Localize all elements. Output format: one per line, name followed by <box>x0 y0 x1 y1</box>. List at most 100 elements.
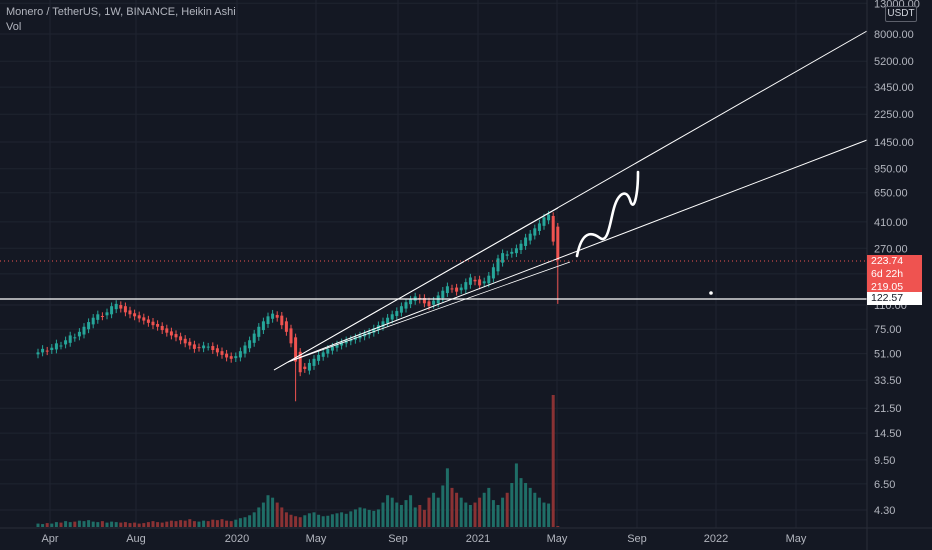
volume-bar <box>68 522 72 527</box>
volume-bar <box>160 522 164 527</box>
inner-channel-upper <box>273 207 559 371</box>
volume-bar <box>211 519 215 527</box>
candle-body <box>335 344 339 348</box>
volume-bar <box>519 478 523 527</box>
candle-body <box>491 267 495 279</box>
candle-body <box>395 311 399 316</box>
volume-bar <box>335 513 339 527</box>
volume-bar <box>128 523 132 527</box>
candle-body <box>427 301 431 307</box>
volume-bar <box>307 513 311 527</box>
x-tick-label: Sep <box>388 533 408 545</box>
candle-body <box>501 253 505 263</box>
candle-body <box>234 356 238 359</box>
candle-body <box>450 288 454 290</box>
candle-body <box>372 328 376 333</box>
volume-bar <box>413 507 417 527</box>
y-tick-label: 950.00 <box>874 164 908 176</box>
x-tick-label: Aug <box>126 533 146 545</box>
candle-body <box>528 233 532 241</box>
candle-body <box>409 299 413 305</box>
volume-bar <box>436 497 440 527</box>
volume-bar <box>487 487 491 527</box>
x-tick-label: May <box>306 533 327 545</box>
candle-body <box>82 326 86 335</box>
candle-body <box>41 348 45 353</box>
candle-body <box>464 282 468 290</box>
x-tick-label: 2020 <box>225 533 249 545</box>
volume-bar <box>87 520 91 527</box>
candle-body <box>220 351 224 355</box>
candle-body <box>248 340 252 349</box>
volume-bar <box>340 512 344 527</box>
volume-bar <box>482 492 486 527</box>
candle-body <box>50 347 54 351</box>
currency-badge[interactable]: USDT <box>885 6 917 22</box>
candle-body <box>100 315 104 317</box>
candle-body <box>183 338 187 344</box>
volume-bar <box>114 522 118 527</box>
volume-bar <box>243 517 247 527</box>
candle-body <box>91 317 95 325</box>
volume-bar <box>188 519 192 527</box>
candle-body <box>45 350 49 352</box>
volume-bar <box>312 512 316 527</box>
candle-body <box>202 345 206 349</box>
candle-body <box>386 317 390 324</box>
volume-bar <box>165 521 169 527</box>
volume-bar <box>192 521 196 527</box>
volume-bar <box>542 502 546 527</box>
candle-body <box>326 348 330 354</box>
candle-body <box>243 345 247 354</box>
candle-body <box>266 316 270 324</box>
volume-bar <box>376 509 380 527</box>
x-tick-label: Apr <box>41 533 58 545</box>
candle-body <box>59 345 63 347</box>
volume-bar <box>45 523 49 527</box>
candle-body <box>275 314 279 318</box>
volume-bar <box>303 515 307 527</box>
candle-body <box>229 356 233 359</box>
volume-bar <box>146 522 150 527</box>
candle-body <box>514 248 518 254</box>
candle-body <box>225 353 229 358</box>
volume-bar <box>455 492 459 527</box>
time-axis[interactable]: Apr Aug 2020 May Sep 2021 May Sep 2022 May <box>0 527 932 545</box>
y-tick-label: 14.50 <box>874 428 902 440</box>
symbol-title[interactable]: Monero / TetherUS, 1W, BINANCE, Heikin A… <box>6 6 236 18</box>
candle-body <box>340 342 344 346</box>
volume-bar <box>432 492 436 527</box>
candlesticks <box>36 210 560 402</box>
candle-body <box>179 336 183 341</box>
candle-body <box>110 306 114 315</box>
volume-bar <box>229 521 233 527</box>
volume-bar <box>395 502 399 527</box>
volume-indicator-label[interactable]: Vol <box>6 21 22 33</box>
current-price-tag: 223.74 <box>867 255 922 268</box>
level-price-tag: 219.05 <box>867 281 922 294</box>
candle-body <box>487 275 491 284</box>
candle-body <box>537 223 541 231</box>
volume-bar <box>537 497 541 527</box>
candle-body <box>146 319 150 323</box>
chart-grid <box>0 0 867 528</box>
candle-body <box>257 326 261 337</box>
trend-drawings[interactable] <box>0 30 868 371</box>
volume-bar <box>91 521 95 527</box>
candle-body <box>64 340 68 345</box>
volume-bar <box>96 522 100 527</box>
candle-body <box>551 215 555 242</box>
y-tick-label: 270.00 <box>874 243 908 255</box>
candle-body <box>87 322 91 330</box>
volume-bar <box>358 507 362 527</box>
candle-body <box>169 331 173 336</box>
candle-body <box>473 279 477 282</box>
volume-bar <box>215 520 219 527</box>
chart-legend: Monero / TetherUS, 1W, BINANCE, Heikin A… <box>6 5 236 35</box>
volume-bar <box>441 485 445 527</box>
volume-bar <box>321 516 325 527</box>
volume-bar <box>206 521 210 527</box>
y-tick-label: 9.50 <box>874 455 895 467</box>
y-tick-label: 75.00 <box>874 324 902 336</box>
